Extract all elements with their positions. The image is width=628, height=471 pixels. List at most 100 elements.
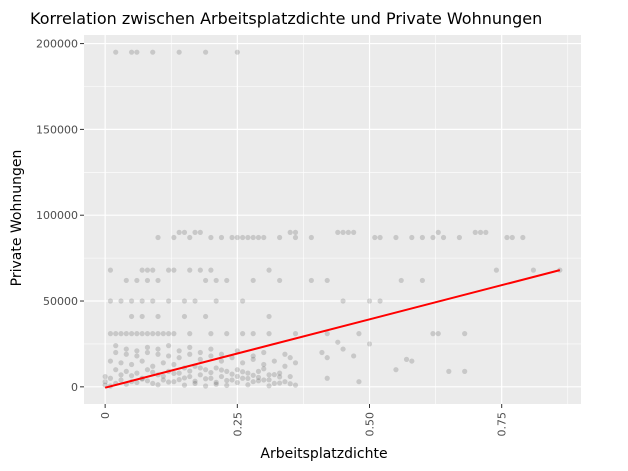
data-point xyxy=(107,298,114,304)
data-point xyxy=(203,49,209,55)
data-point xyxy=(462,368,468,374)
data-point xyxy=(398,277,404,284)
data-point xyxy=(255,368,262,374)
data-point xyxy=(176,229,182,235)
data-point xyxy=(377,234,383,241)
x-axis: 0 0.25 0.50 0.75 xyxy=(99,404,509,437)
data-point xyxy=(340,346,346,352)
data-point xyxy=(165,267,172,273)
chart-title: Korrelation zwischen Arbeitsplatzdichte … xyxy=(30,9,542,28)
data-point xyxy=(187,267,193,273)
data-point xyxy=(282,379,288,385)
data-point xyxy=(345,229,351,235)
data-point xyxy=(165,379,172,385)
data-point xyxy=(430,234,436,241)
points-layer xyxy=(102,49,563,389)
data-point xyxy=(377,298,383,304)
data-point xyxy=(271,372,277,378)
data-point xyxy=(409,358,415,364)
data-point xyxy=(176,370,182,376)
data-point xyxy=(197,229,203,235)
data-point xyxy=(134,353,140,359)
data-point xyxy=(430,331,436,337)
data-point xyxy=(229,234,235,241)
data-point xyxy=(240,331,246,337)
data-point xyxy=(181,375,188,381)
data-point xyxy=(403,356,410,362)
data-point xyxy=(113,367,119,373)
data-point xyxy=(245,375,251,382)
x-axis-label: Arbeitsplatzdichte xyxy=(260,446,387,462)
data-point xyxy=(435,229,441,235)
data-point xyxy=(128,298,135,304)
y-tick-label: 50000 xyxy=(43,295,78,308)
data-point xyxy=(277,380,283,386)
data-point xyxy=(102,379,108,385)
data-point xyxy=(181,313,188,320)
data-point xyxy=(240,369,246,375)
data-point xyxy=(234,234,240,241)
data-point xyxy=(483,229,489,235)
data-point xyxy=(292,234,299,241)
data-point xyxy=(118,372,124,378)
data-point xyxy=(266,377,272,383)
data-point xyxy=(356,379,362,385)
data-point xyxy=(176,49,182,55)
data-point xyxy=(203,313,209,320)
data-point xyxy=(208,234,214,241)
data-point xyxy=(372,234,378,241)
data-point xyxy=(224,331,230,337)
data-point xyxy=(139,298,145,304)
data-point xyxy=(208,353,214,359)
data-point xyxy=(462,331,468,337)
data-point xyxy=(144,277,151,284)
data-point xyxy=(393,234,399,241)
data-point xyxy=(203,367,209,373)
data-point xyxy=(261,349,267,356)
data-point xyxy=(224,382,230,389)
data-point xyxy=(493,267,500,273)
data-point xyxy=(261,366,267,372)
data-point xyxy=(150,363,156,369)
data-point xyxy=(351,229,357,235)
data-point xyxy=(324,375,330,381)
data-point xyxy=(245,234,251,241)
data-point xyxy=(234,367,240,373)
data-point xyxy=(123,368,129,374)
data-point xyxy=(155,382,161,388)
data-point xyxy=(160,360,166,366)
data-point xyxy=(150,331,156,337)
data-point xyxy=(197,356,203,362)
data-point xyxy=(144,378,151,384)
x-tick-label: 0.50 xyxy=(364,412,377,437)
data-point xyxy=(213,298,219,304)
data-point xyxy=(261,234,267,241)
data-point xyxy=(213,277,219,284)
data-point xyxy=(240,360,246,366)
data-point xyxy=(176,348,182,354)
data-point xyxy=(308,234,314,241)
data-point xyxy=(218,351,225,357)
data-point xyxy=(192,378,198,384)
data-point xyxy=(419,234,425,241)
data-point xyxy=(113,343,119,349)
data-point xyxy=(266,313,272,320)
data-point xyxy=(123,331,129,337)
data-point xyxy=(292,331,299,337)
data-point xyxy=(240,298,246,304)
x-tick-label: 0.75 xyxy=(496,412,509,437)
data-point xyxy=(319,349,325,356)
data-point xyxy=(187,373,193,380)
data-point xyxy=(139,313,145,320)
data-point xyxy=(165,298,172,304)
plot-area xyxy=(84,35,581,404)
data-point xyxy=(213,365,219,371)
data-point xyxy=(128,361,135,368)
data-point xyxy=(324,331,330,337)
data-point xyxy=(393,367,399,373)
data-point xyxy=(240,375,246,381)
data-point xyxy=(144,367,151,373)
data-point xyxy=(118,377,124,383)
data-point xyxy=(234,379,240,386)
data-point xyxy=(292,360,299,366)
